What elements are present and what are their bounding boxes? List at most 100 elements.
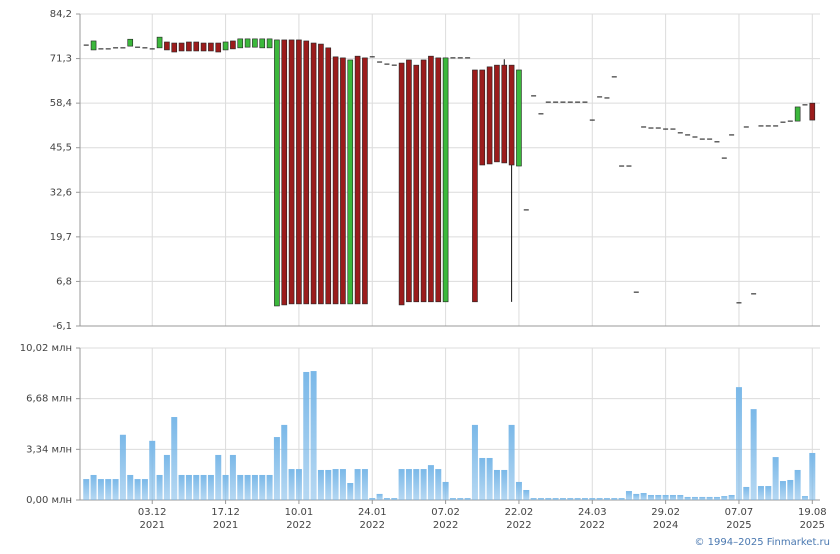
volume-bar (559, 498, 566, 500)
candle-body (171, 42, 178, 53)
candle-body (193, 41, 200, 52)
volume-bar (603, 498, 610, 500)
volume-bar (288, 469, 295, 500)
y-tick-label: 45,5 (50, 143, 72, 154)
candle-body (215, 42, 222, 53)
y-tick-label: 6,8 (56, 276, 72, 287)
x-tick-label-line: 2022 (506, 520, 531, 531)
volume-bar (589, 498, 596, 500)
volume-bar (728, 494, 735, 500)
candle-body (83, 44, 89, 46)
x-tick-label-line: 19.08 (798, 507, 827, 518)
candle-body (765, 125, 771, 127)
volume-bar (266, 474, 273, 500)
volume-bar (193, 474, 200, 500)
y-tick-label: -6,1 (52, 321, 72, 332)
candle-body (670, 128, 676, 130)
candle-body (619, 165, 625, 167)
volume-bar (713, 496, 720, 500)
volume-bar (457, 498, 464, 500)
candle-body (310, 42, 317, 305)
candle-body (516, 69, 522, 167)
candle-body (648, 127, 654, 129)
volume-bar (273, 437, 280, 500)
volume-bar (383, 498, 390, 500)
candle-body (450, 57, 456, 59)
volume-bar (669, 494, 676, 500)
candle-body (406, 59, 412, 303)
volume-bar (347, 483, 354, 500)
volume-bar (787, 479, 794, 500)
volume-bar (325, 469, 332, 500)
candle-body (794, 106, 801, 122)
candle-body (230, 40, 236, 50)
x-tick-label: 07.07 2025 (725, 507, 754, 531)
candle-body (538, 113, 544, 115)
volume-bar (207, 474, 214, 500)
volume-bar (171, 417, 178, 500)
candle-body (611, 76, 617, 78)
copyright[interactable]: © 1994–2025 Finmarket.ru (694, 537, 830, 548)
volume-bar (105, 479, 112, 500)
volume-bar (413, 469, 420, 500)
volume-bar (369, 498, 376, 500)
x-tick-label-line: 07.07 (725, 507, 754, 518)
volume-bar (574, 498, 581, 500)
x-tick-label-line: 17.12 (211, 507, 240, 518)
candle-body (142, 47, 148, 49)
volume-bar (523, 489, 530, 500)
candle-body (178, 42, 185, 52)
x-tick-label: 29.02 2024 (651, 507, 680, 531)
candle-body (377, 61, 383, 63)
candle-body (332, 56, 339, 305)
y-tick-label: 58,4 (50, 98, 72, 109)
volume-bar (376, 493, 383, 500)
volume-bar (237, 474, 244, 500)
volume-bar (112, 479, 119, 500)
candle-body (120, 47, 126, 49)
candle-body (113, 47, 119, 49)
volume-bar (119, 434, 126, 500)
candle-body (486, 66, 493, 165)
candle-body (318, 43, 324, 305)
volume-bar (391, 498, 398, 500)
volume-bar (625, 491, 632, 500)
candle-body (90, 40, 97, 51)
volume-bar (743, 486, 750, 500)
x-tick-label: 22.02 2022 (505, 507, 534, 531)
candle-body (442, 57, 449, 303)
volume-bar (251, 474, 258, 500)
x-tick-label-line: 24.01 (358, 507, 387, 518)
volume-bar (721, 496, 728, 500)
candle-body (567, 101, 573, 103)
x-tick-label-line: 10.01 (285, 507, 314, 518)
volume-bar (464, 498, 471, 500)
candle-body (98, 48, 104, 50)
candle-body (685, 134, 691, 136)
x-tick-label-line: 03.12 (138, 507, 167, 518)
candle-body (575, 101, 581, 103)
candle-body (200, 42, 207, 52)
volume-bar (618, 498, 625, 500)
candle-body (244, 38, 251, 48)
volume-bar (801, 496, 808, 500)
candle-body (420, 59, 427, 303)
x-tick-label-line: 2022 (360, 520, 385, 531)
candle-body (553, 101, 559, 103)
volume-bar (772, 457, 779, 500)
candle-body (773, 125, 779, 127)
volume-bar (508, 424, 515, 500)
volume-bar (332, 469, 339, 500)
candle-body (582, 101, 588, 103)
volume-bar (633, 493, 640, 500)
candle-body (508, 64, 515, 166)
candle-body (479, 69, 486, 166)
candle-body (156, 36, 163, 49)
y-tick-label: 3,34 млн (26, 444, 72, 455)
candle-body (802, 104, 808, 106)
volume-bar (471, 424, 478, 500)
candle-body (655, 127, 661, 129)
volume-bar (295, 469, 302, 500)
candle-body (545, 101, 551, 103)
